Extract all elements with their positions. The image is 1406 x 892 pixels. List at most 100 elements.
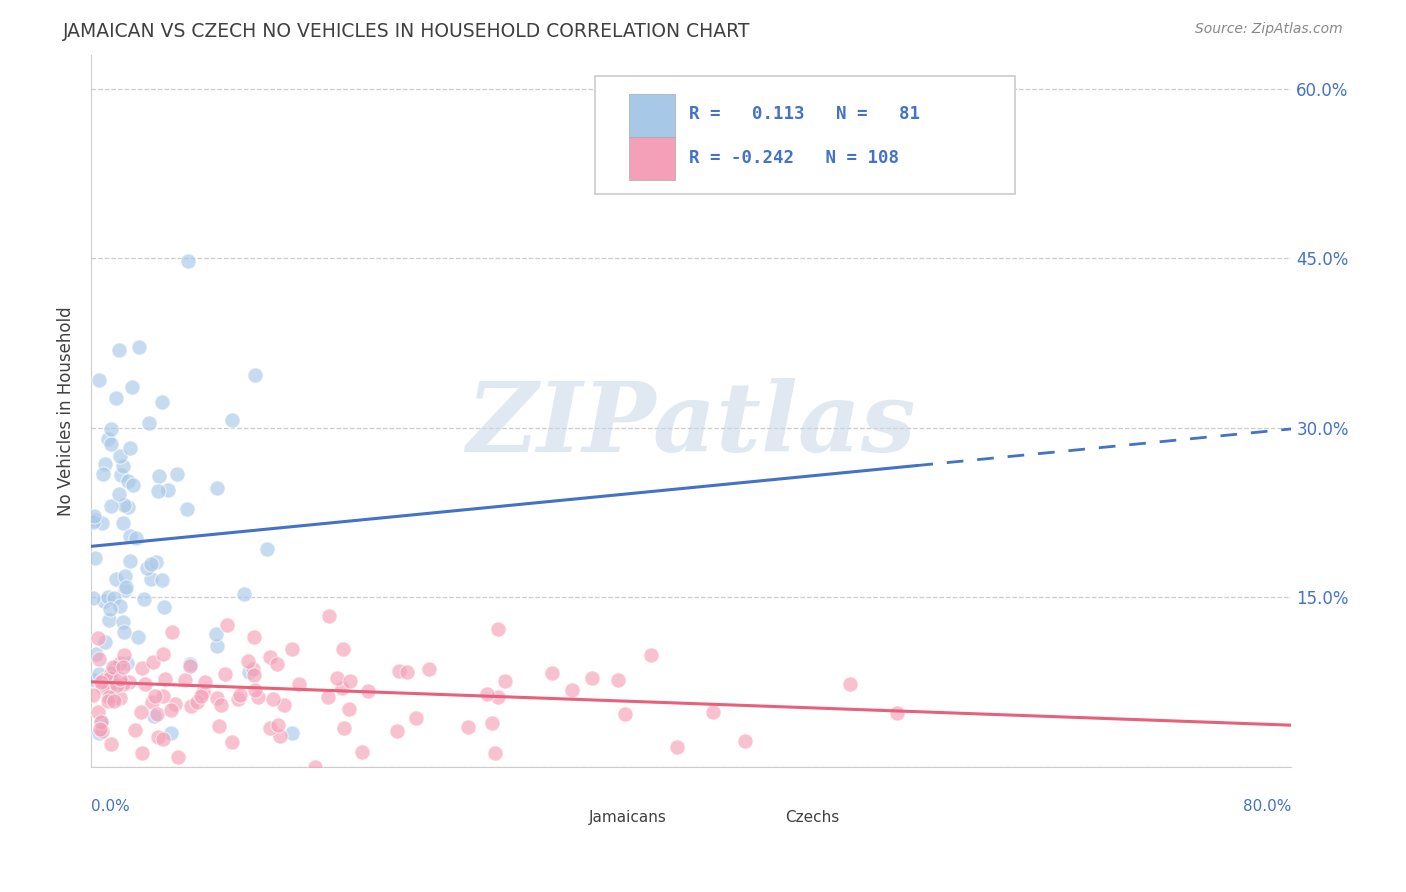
Point <box>152 648 174 662</box>
Point <box>98 613 121 627</box>
Point <box>176 502 198 516</box>
Point <box>481 716 503 731</box>
Point <box>205 691 228 706</box>
Point <box>104 676 127 690</box>
Point <box>112 648 135 662</box>
Point <box>111 516 134 530</box>
Point <box>339 673 361 688</box>
Point <box>112 498 135 512</box>
Point <box>98 672 121 686</box>
Text: Source: ZipAtlas.com: Source: ZipAtlas.com <box>1195 22 1343 37</box>
Point <box>139 572 162 586</box>
Point <box>886 706 908 720</box>
Point <box>110 467 132 482</box>
Point <box>228 688 250 702</box>
Point <box>146 706 169 721</box>
FancyBboxPatch shape <box>536 805 576 830</box>
Point <box>243 368 266 382</box>
Point <box>186 694 208 708</box>
Point <box>142 708 165 723</box>
Point <box>131 746 153 760</box>
Point <box>160 703 183 717</box>
Point <box>180 699 202 714</box>
Point <box>111 615 134 630</box>
Point <box>702 705 724 719</box>
Point <box>273 698 295 712</box>
Point <box>332 721 354 735</box>
Point <box>318 609 340 624</box>
Point <box>304 759 326 773</box>
Point <box>93 594 115 608</box>
Point <box>87 667 110 681</box>
Point <box>118 675 141 690</box>
Point <box>100 422 122 436</box>
Point <box>561 682 583 697</box>
Text: 0.0%: 0.0% <box>91 798 129 814</box>
Point <box>396 665 419 679</box>
Point <box>613 706 636 721</box>
Point <box>152 731 174 746</box>
Text: JAMAICAN VS CZECH NO VEHICLES IN HOUSEHOLD CORRELATION CHART: JAMAICAN VS CZECH NO VEHICLES IN HOUSEHO… <box>63 22 751 41</box>
Point <box>357 684 380 698</box>
Point <box>150 573 173 587</box>
Text: R =   0.113   N =   81: R = 0.113 N = 81 <box>689 105 920 123</box>
Point <box>734 734 756 748</box>
Point <box>91 724 114 739</box>
Point <box>129 705 152 719</box>
Point <box>157 483 180 497</box>
Point <box>97 694 120 708</box>
Point <box>475 687 498 701</box>
Point <box>138 417 160 431</box>
Point <box>388 665 411 679</box>
Text: Czechs: Czechs <box>785 810 839 825</box>
Text: Jamaicans: Jamaicans <box>589 810 668 825</box>
Point <box>83 550 105 565</box>
Point <box>84 513 107 527</box>
Point <box>100 737 122 751</box>
FancyBboxPatch shape <box>628 95 675 137</box>
Point <box>256 542 278 557</box>
Point <box>242 662 264 676</box>
Point <box>204 627 226 641</box>
Point <box>87 373 110 387</box>
Point <box>90 681 112 695</box>
Point <box>221 735 243 749</box>
Point <box>259 721 281 735</box>
Point <box>245 682 267 697</box>
Point <box>90 715 112 730</box>
Point <box>97 591 120 605</box>
Point <box>141 557 163 571</box>
Point <box>117 500 139 514</box>
Point <box>84 673 107 688</box>
Point <box>418 661 440 675</box>
Point <box>259 650 281 665</box>
Point <box>150 394 173 409</box>
Point <box>179 659 201 673</box>
Point <box>103 690 125 705</box>
Point <box>94 457 117 471</box>
Point <box>82 515 104 529</box>
Point <box>100 436 122 450</box>
Text: ZIPatlas: ZIPatlas <box>467 378 917 472</box>
Point <box>131 661 153 675</box>
Point <box>110 599 132 613</box>
Point <box>266 657 288 671</box>
Point <box>97 680 120 694</box>
Point <box>91 673 114 687</box>
Point <box>179 657 201 671</box>
Point <box>134 677 156 691</box>
Point <box>115 581 138 595</box>
Point <box>108 343 131 357</box>
Point <box>108 487 131 501</box>
Point <box>91 467 114 482</box>
Point <box>405 711 427 725</box>
Point <box>94 635 117 649</box>
Point <box>484 746 506 760</box>
Point <box>82 688 104 702</box>
Point <box>153 600 176 615</box>
Point <box>167 749 190 764</box>
Point <box>232 587 254 601</box>
Point <box>114 569 136 583</box>
Point <box>153 672 176 686</box>
Point <box>120 529 142 543</box>
